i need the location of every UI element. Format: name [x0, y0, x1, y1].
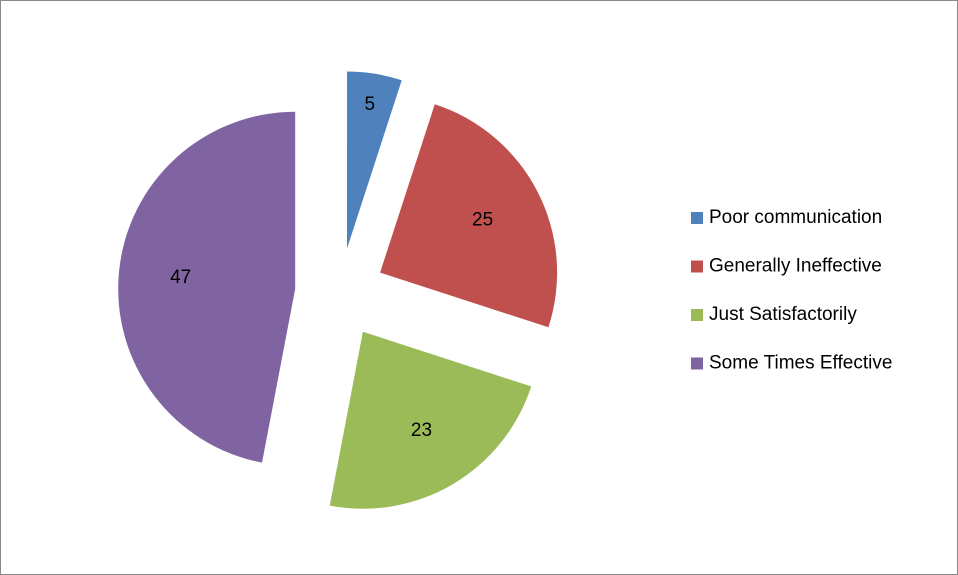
legend-swatch [691, 212, 703, 224]
pie-slice [329, 331, 532, 509]
legend-label: Just Satisfactorily [709, 304, 857, 325]
legend-swatch [691, 260, 703, 273]
data-label: 5 [364, 94, 375, 115]
legend-label: Poor communication [709, 207, 882, 228]
data-label: 23 [411, 420, 432, 441]
data-label: 25 [472, 209, 493, 230]
pie-slice [380, 104, 558, 328]
pie-slice [118, 111, 296, 463]
legend-label: Generally Ineffective [709, 256, 882, 277]
legend-label: Some Times Effective [709, 353, 892, 374]
legend-swatch [691, 309, 703, 321]
pie-slice [347, 71, 402, 249]
legend-swatch [691, 357, 703, 370]
data-label: 47 [170, 267, 191, 288]
